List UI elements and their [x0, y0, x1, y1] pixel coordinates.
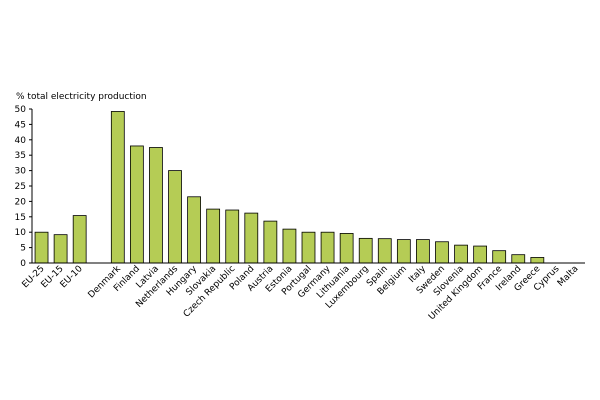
bar	[263, 220, 278, 264]
y-tick-label: 20	[15, 197, 27, 207]
y-tick-label: 0	[20, 259, 26, 269]
y-tick-label: 30	[15, 167, 27, 177]
bar	[149, 147, 163, 264]
bar	[301, 231, 316, 264]
bar	[416, 239, 430, 264]
y-tick-label: 5	[20, 244, 26, 254]
bar	[530, 257, 545, 264]
bar	[454, 244, 468, 264]
bar	[187, 196, 201, 264]
bar	[110, 111, 125, 264]
bar	[53, 234, 68, 264]
bar	[72, 215, 87, 264]
y-tick-label: 15	[15, 213, 26, 223]
bar	[168, 170, 182, 264]
bar	[225, 209, 240, 264]
bar	[339, 233, 354, 264]
bar	[492, 250, 507, 264]
y-tick-label: 40	[15, 136, 27, 146]
y-tick-label: 45	[15, 120, 26, 130]
y-axis-title: % total electricity production	[16, 92, 147, 102]
x-tick-label: Malta	[556, 264, 581, 289]
bar	[473, 245, 488, 264]
y-tick-label: 25	[15, 182, 26, 192]
bar	[358, 237, 373, 264]
bar	[206, 208, 221, 264]
bar	[129, 145, 144, 264]
bar	[34, 231, 49, 264]
y-tick-label: 10	[15, 228, 27, 238]
bar	[320, 231, 335, 264]
x-tick-label: EU-10	[59, 264, 85, 290]
bar	[435, 241, 449, 264]
bar	[377, 238, 392, 264]
y-tick-label: 50	[15, 105, 27, 115]
y-tick-label: 35	[15, 151, 26, 161]
bar	[396, 239, 411, 264]
bar	[282, 228, 297, 264]
bar	[244, 212, 259, 264]
bar	[511, 254, 526, 264]
